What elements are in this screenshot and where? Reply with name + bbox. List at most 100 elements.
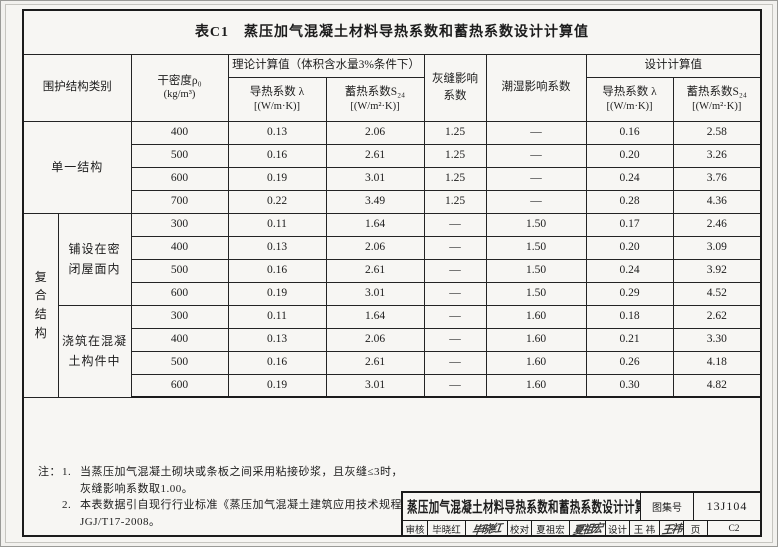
proofreader-signature: 夏祖宏 [569,521,605,537]
joint-cell: — [423,304,487,329]
theory-s24-cell: 2.06 [325,327,425,352]
theory-s24-cell: 3.01 [325,373,425,398]
design-s24-cell: 2.58 [672,120,760,145]
thermal-coefficient-table: 表C1 蒸压加气混凝土材料导热系数和蓄热系数设计计算值 围护结构类别 干密度ρ₀… [24,11,760,398]
design-lambda-cell: 0.21 [585,327,674,352]
header-density-unit: (kg/m³) [163,89,196,101]
composite-vertical-label: 复合结构 [34,269,47,340]
page-number: C2 [707,521,760,537]
theory-s24-unit: [(W/m²·K)] [350,100,400,112]
sheet-title-cell: 蒸压加气混凝土材料导热系数和蓄热系数设计计算值 [403,493,640,520]
theory-s24-cell: 1.64 [325,304,425,329]
header-row-1: 围护结构类别 干密度ρ₀ (kg/m³) 理论计算值（体积含水量3%条件下） 灰… [24,53,760,122]
moisture-cell: — [485,143,587,168]
note2-line2: JGJ/T17-2008。 [80,515,161,528]
design-s24-cell: 4.18 [672,350,760,375]
design-lambda-cell: 0.18 [585,304,674,329]
moisture-cell: 1.60 [485,327,587,352]
header-design-s24: 蓄热系数S₂₄ [(W/m²·K)] [672,76,760,122]
table-row: 复合结构 铺设在密闭屋面内 300 0.11 1.64 — 1.50 0.17 … [24,212,760,398]
design-lambda-cell: 0.26 [585,350,674,375]
density-cell: 600 [131,373,229,398]
density-cell: 600 [131,281,229,306]
design-s24-cell: 3.09 [672,235,760,260]
joint-cell: — [423,212,487,237]
density-cell: 300 [130,304,229,329]
density-cell: 400 [130,120,229,145]
header-design-lambda: 导热系数 λ [(W/m·K)] [585,76,674,122]
density-cell: 700 [131,189,229,214]
header-density: 干密度ρ₀ (kg/m³) [130,53,229,122]
subcategory-concrete-label: 浇筑在混凝土构件中 [61,333,127,368]
design-s24-cell: 3.92 [672,258,760,283]
design-s24-cell: 4.82 [672,373,760,398]
joint-cell: 1.25 [423,143,487,168]
theory-lambda-cell: 0.19 [227,281,327,306]
theory-s24-label: 蓄热系数S₂₄ [344,86,406,99]
design-s24-unit: [(W/m²·K)] [692,100,742,112]
theory-lambda-cell: 0.16 [227,258,327,283]
design-lambda-cell: 0.20 [585,235,674,260]
theory-s24-cell: 2.06 [325,120,425,145]
note2-line1: 本表数据引自现行行业标准《蒸压加气混凝土建筑应用技术规程》 [80,499,414,511]
design-lambda-cell: 0.17 [585,212,674,237]
reviewer-name: 毕晓红 [427,521,465,537]
note2-number: 2. [62,499,72,511]
proofread-label: 校对 [507,521,531,537]
table-row: 700 0.22 3.49 1.25 — 0.28 4.36 [24,189,760,214]
joint-cell: 1.25 [423,120,487,145]
theory-lambda-cell: 0.11 [227,212,327,237]
theory-lambda-cell: 0.13 [227,120,327,145]
moisture-cell: 1.60 [485,350,587,375]
moisture-cell: 1.60 [485,373,587,398]
theory-lambda-unit: [(W/m·K)] [253,100,301,112]
theory-lambda-cell: 0.11 [227,304,327,329]
design-s24-label: 蓄热系数S₂₄ [686,86,747,99]
page-label: 页 [683,521,707,537]
table-row: 500 0.16 2.61 — 1.60 0.26 4.18 [24,350,760,375]
header-theory-s24: 蓄热系数S₂₄ [(W/m²·K)] [325,76,425,122]
title-block-top-row: 蒸压加气混凝土材料导热系数和蓄热系数设计计算值 图集号 13J104 [403,493,760,521]
table-row: 单一结构 400 0.13 2.06 1.25 — 0.16 2.58 [24,120,760,214]
theory-s24-cell: 3.01 [325,166,425,191]
design-s24-cell: 4.36 [672,189,760,214]
header-joint-factor: 灰缝影响系数 [423,53,487,122]
density-cell: 500 [131,143,229,168]
joint-cell: — [423,350,487,375]
design-s24-cell: 2.46 [672,212,760,237]
design-lambda-cell: 0.29 [585,281,674,306]
moisture-cell: 1.50 [485,258,587,283]
table-row: 600 0.19 3.01 — 1.50 0.29 4.52 [24,281,760,306]
joint-cell: — [423,281,487,306]
density-cell: 500 [131,258,229,283]
theory-s24-cell: 1.64 [325,212,425,237]
design-s24-cell: 3.76 [672,166,760,191]
design-lambda-cell: 0.16 [585,120,674,145]
note1-line2: 灰缝影响系数取1.00。 [80,482,194,495]
header-joint-label: 灰缝影响系数 [432,73,478,102]
table-row: 400 0.13 2.06 — 1.50 0.20 3.09 [24,235,760,260]
atlas-number-label: 图集号 [640,493,694,520]
joint-cell: — [423,258,487,283]
table-caption-row: 表C1 蒸压加气混凝土材料导热系数和蓄热系数设计计算值 [24,11,760,55]
header-theory-lambda: 导热系数 λ [(W/m·K)] [228,76,327,122]
joint-cell: — [423,235,487,260]
footnotes: 注： 1. 当蒸压加气混凝土砌块或条板之间采用粘接砂浆，且灰缝≤3时， 灰缝影响… [38,464,414,530]
moisture-cell: 1.50 [485,281,587,306]
table-caption: 表C1 蒸压加气混凝土材料导热系数和蓄热系数设计计算值 [24,11,760,55]
theory-lambda-cell: 0.16 [227,143,327,168]
theory-s24-cell: 2.06 [325,235,425,260]
design-lambda-unit: [(W/m·K)] [606,100,653,112]
design-lambda-cell: 0.24 [585,166,674,191]
title-block: 蒸压加气混凝土材料导热系数和蓄热系数设计计算值 图集号 13J104 审核 毕晓… [401,491,760,537]
design-lambda-cell: 0.24 [585,258,674,283]
note1-number: 1. [62,466,72,478]
category-single-structure: 单一结构 [24,120,132,214]
density-cell: 300 [130,212,229,237]
note-label: 注： [38,466,61,478]
sheet-title: 蒸压加气混凝土材料导热系数和蓄热系数设计计算值 [407,500,640,516]
density-cell: 400 [131,327,229,352]
proofreader-name: 夏祖宏 [531,521,569,537]
theory-s24-cell: 3.01 [325,281,425,306]
